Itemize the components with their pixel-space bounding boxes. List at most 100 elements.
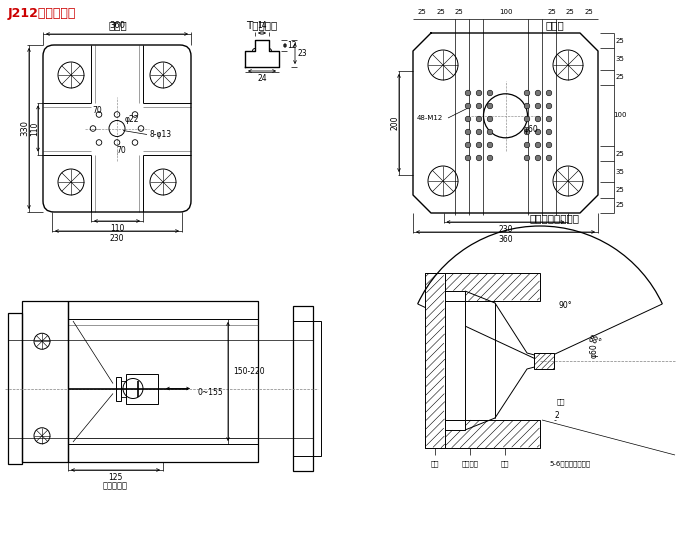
Text: 25: 25 <box>615 151 624 157</box>
Text: 25: 25 <box>584 9 593 15</box>
Circle shape <box>487 155 493 161</box>
Text: 浇口套设计参考图: 浇口套设计参考图 <box>530 213 580 223</box>
Text: 动型板行程: 动型板行程 <box>103 481 128 490</box>
Circle shape <box>546 142 551 148</box>
Text: 48-M12: 48-M12 <box>417 115 443 121</box>
Polygon shape <box>425 420 540 448</box>
Text: 25: 25 <box>615 74 624 80</box>
Circle shape <box>465 116 471 122</box>
Text: 模具: 模具 <box>430 460 439 466</box>
Text: φ60: φ60 <box>590 344 599 358</box>
Text: 330: 330 <box>20 121 29 136</box>
Bar <box>293 306 313 471</box>
Text: 110: 110 <box>31 121 39 136</box>
Text: 25: 25 <box>566 9 575 15</box>
Circle shape <box>476 142 482 148</box>
Circle shape <box>524 129 530 135</box>
Circle shape <box>546 129 551 135</box>
Text: 定型板: 定型板 <box>545 20 564 30</box>
Circle shape <box>535 142 541 148</box>
Text: 35: 35 <box>615 56 624 62</box>
Text: 70: 70 <box>92 106 102 115</box>
Polygon shape <box>425 273 445 448</box>
Circle shape <box>546 116 551 122</box>
Circle shape <box>465 142 471 148</box>
Text: 23: 23 <box>297 49 307 58</box>
Bar <box>126 374 158 403</box>
Circle shape <box>524 103 530 109</box>
Text: 230: 230 <box>498 225 513 234</box>
Text: 100: 100 <box>498 9 512 15</box>
Text: 90°: 90° <box>558 301 572 311</box>
Text: 100: 100 <box>613 112 627 118</box>
Circle shape <box>465 129 471 135</box>
Text: 0~155: 0~155 <box>198 388 224 397</box>
Circle shape <box>546 155 551 161</box>
Circle shape <box>535 116 541 122</box>
Bar <box>22 301 68 462</box>
Circle shape <box>535 155 541 161</box>
Text: 冷却水槽: 冷却水槽 <box>462 460 479 466</box>
Text: 25: 25 <box>615 187 624 193</box>
Circle shape <box>535 103 541 109</box>
Bar <box>8 313 22 464</box>
Circle shape <box>476 129 482 135</box>
Circle shape <box>487 90 493 96</box>
Text: 25: 25 <box>547 9 556 15</box>
Text: φ60: φ60 <box>524 125 539 134</box>
Circle shape <box>487 142 493 148</box>
Text: 12: 12 <box>287 41 296 50</box>
Bar <box>116 376 121 401</box>
Circle shape <box>465 103 471 109</box>
Circle shape <box>465 90 471 96</box>
Circle shape <box>524 90 530 96</box>
Polygon shape <box>425 273 540 301</box>
Text: 88°: 88° <box>587 334 603 347</box>
Polygon shape <box>534 353 554 369</box>
Text: 2: 2 <box>555 410 560 420</box>
Circle shape <box>476 103 482 109</box>
Circle shape <box>476 90 482 96</box>
Circle shape <box>476 155 482 161</box>
Text: 5-6浇口套高于模具: 5-6浇口套高于模具 <box>549 460 590 466</box>
Text: 230: 230 <box>109 234 124 243</box>
Circle shape <box>487 129 493 135</box>
Text: 24: 24 <box>257 74 267 83</box>
Text: 25: 25 <box>455 9 464 15</box>
Circle shape <box>476 116 482 122</box>
Text: 嘱嘴: 嘱嘴 <box>557 399 566 406</box>
Text: φ22: φ22 <box>125 115 139 124</box>
Text: 360: 360 <box>498 235 513 244</box>
Text: 360: 360 <box>109 21 125 30</box>
Text: 8-φ13: 8-φ13 <box>149 130 171 139</box>
Circle shape <box>535 90 541 96</box>
Text: 动型板: 动型板 <box>109 20 127 30</box>
Text: 200: 200 <box>390 116 400 130</box>
Bar <box>68 301 258 462</box>
Circle shape <box>465 155 471 161</box>
Circle shape <box>487 103 493 109</box>
Text: 25: 25 <box>615 38 624 44</box>
Text: 70: 70 <box>116 146 126 155</box>
Text: 25: 25 <box>615 202 624 208</box>
Circle shape <box>546 90 551 96</box>
Text: 挡板: 挡板 <box>500 460 509 466</box>
Text: J212模具安装图: J212模具安装图 <box>8 7 76 20</box>
Bar <box>293 321 321 456</box>
Text: 25: 25 <box>437 9 445 15</box>
Circle shape <box>524 155 530 161</box>
Text: 110: 110 <box>109 224 124 233</box>
Text: 35: 35 <box>615 169 624 175</box>
Text: 25: 25 <box>418 9 426 15</box>
Bar <box>121 380 126 397</box>
Circle shape <box>546 103 551 109</box>
Text: 150-220: 150-220 <box>233 367 265 375</box>
Text: T型槽尺寸: T型槽尺寸 <box>246 20 277 30</box>
Circle shape <box>524 116 530 122</box>
Bar <box>445 301 465 420</box>
Text: 14: 14 <box>257 21 267 30</box>
Text: 125: 125 <box>108 473 122 482</box>
Circle shape <box>487 116 493 122</box>
Circle shape <box>524 142 530 148</box>
Circle shape <box>535 129 541 135</box>
